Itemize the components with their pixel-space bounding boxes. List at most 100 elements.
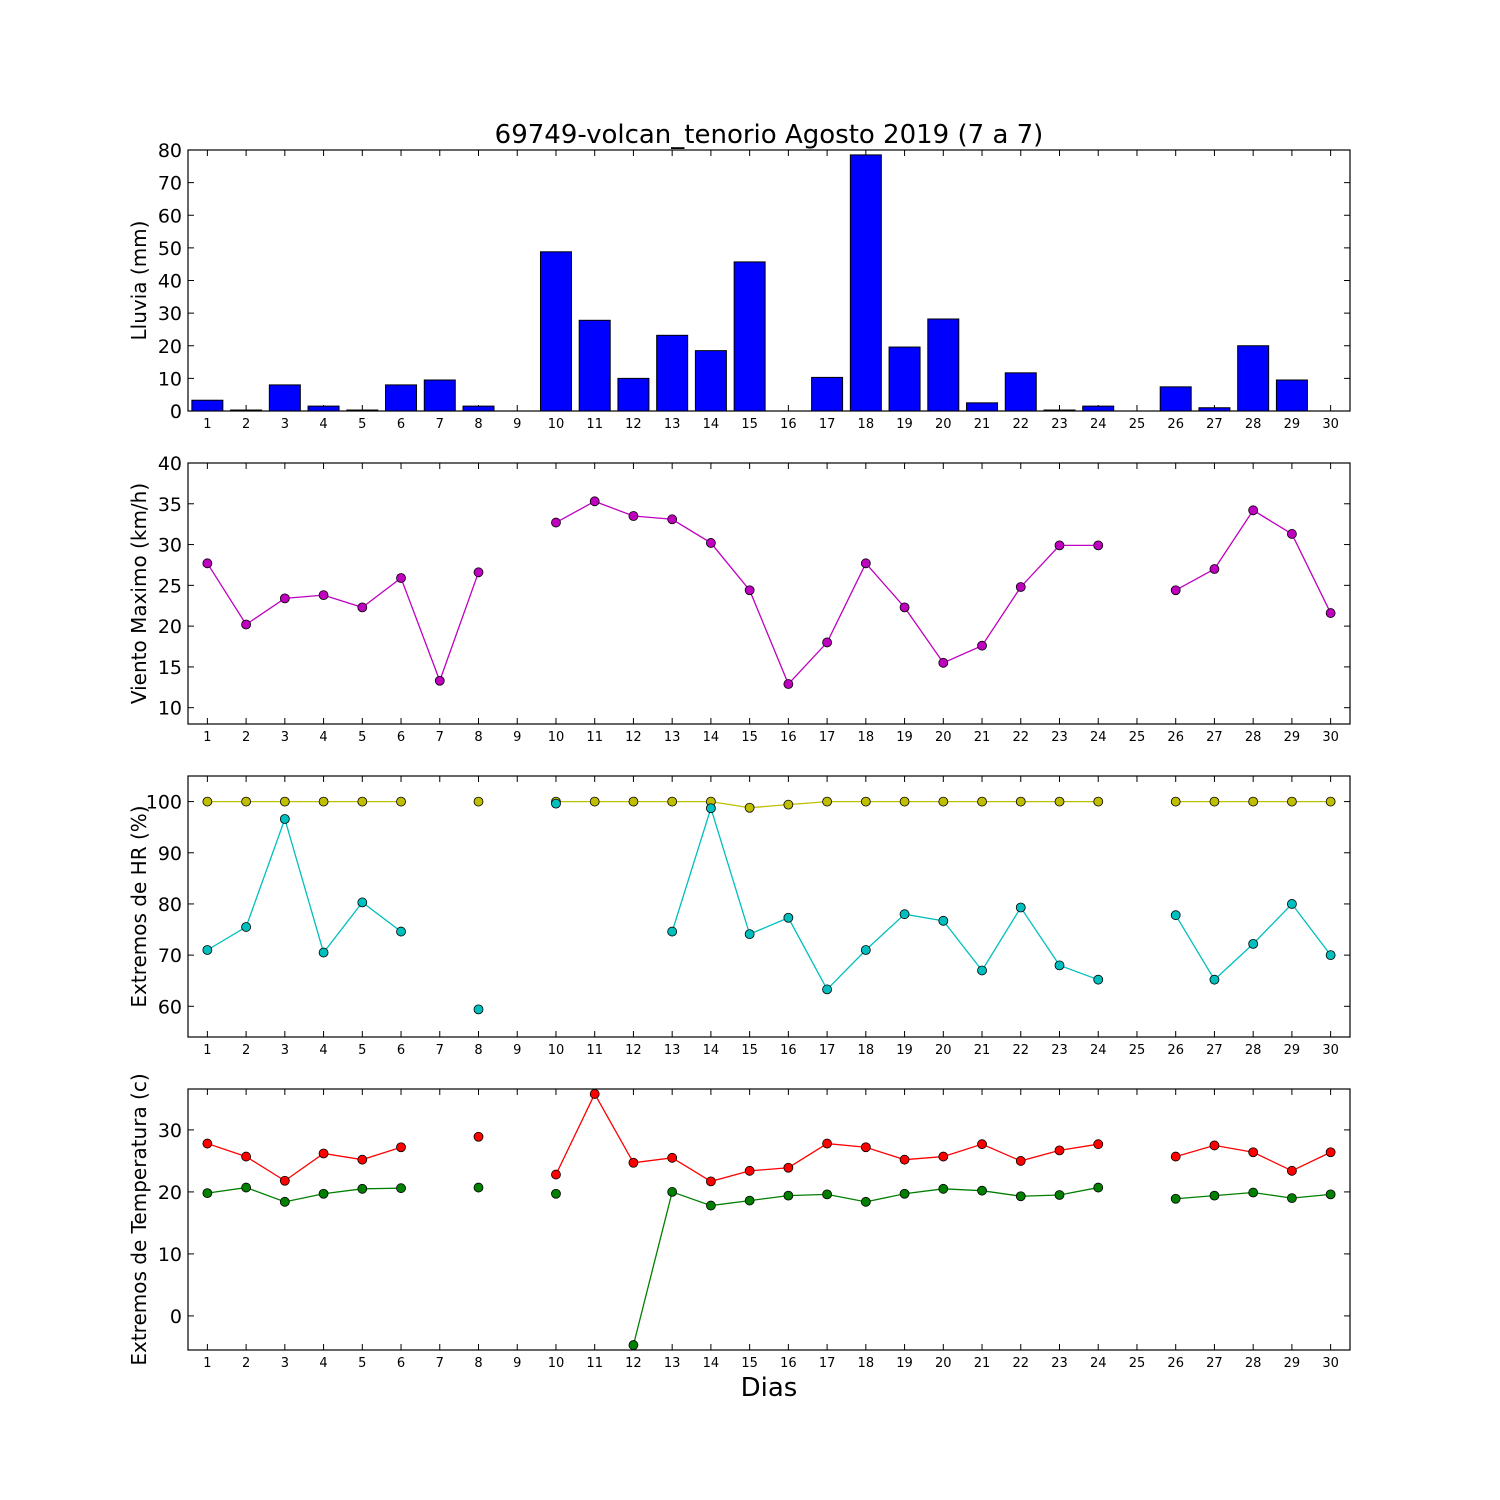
bar	[1198, 407, 1231, 412]
x-tick-label: 15	[741, 730, 758, 745]
data-point	[860, 1142, 871, 1153]
bar	[346, 409, 379, 412]
bar	[1237, 345, 1270, 412]
bar	[733, 261, 766, 412]
data-point	[1325, 796, 1336, 807]
x-tick-label: 3	[281, 730, 289, 745]
x-tick-label: 6	[397, 1043, 405, 1058]
data-point	[318, 1188, 329, 1199]
x-tick-label: 17	[819, 417, 836, 432]
x-tick-label: 19	[896, 730, 913, 745]
data-point	[202, 1138, 213, 1149]
data-point	[202, 558, 213, 569]
data-point	[551, 517, 561, 528]
data-point	[1054, 960, 1065, 971]
data-point	[279, 593, 290, 604]
data-point	[938, 1183, 949, 1194]
x-tick-label: 2	[242, 1356, 250, 1371]
x-tick-label: 18	[858, 730, 875, 745]
data-point	[1287, 529, 1297, 539]
x-tick-label: 6	[397, 730, 405, 745]
x-tick-label: 20	[935, 1043, 952, 1058]
series-line	[207, 816, 402, 954]
x-tick-label: 21	[974, 1356, 991, 1371]
data-point	[241, 619, 252, 630]
x-tick-label: 12	[625, 1043, 642, 1058]
y-axis-label: Extremos de HR (%)	[127, 805, 151, 1007]
data-point	[1248, 796, 1259, 807]
x-tick-label: 23	[1051, 1356, 1068, 1371]
x-tick-label: 8	[474, 730, 482, 745]
x-tick-label: 29	[1284, 1356, 1301, 1371]
data-point	[279, 814, 290, 824]
data-point	[357, 897, 368, 908]
y-tick-label: 15	[158, 657, 182, 679]
data-point	[396, 1142, 406, 1153]
x-tick-label: 6	[397, 1356, 405, 1371]
x-tick-label: 3	[281, 1043, 289, 1058]
x-tick-label: 30	[1322, 417, 1339, 432]
x-tick-label: 1	[203, 1043, 211, 1058]
data-point	[628, 796, 639, 807]
x-tick-label: 16	[780, 417, 797, 432]
data-point	[1054, 796, 1065, 807]
data-point	[551, 1169, 561, 1180]
data-point	[1248, 1187, 1259, 1198]
data-point	[1015, 1191, 1026, 1202]
x-tick-label: 28	[1245, 1356, 1262, 1371]
data-point	[860, 945, 871, 955]
data-point	[357, 1154, 368, 1165]
x-tick-label: 28	[1245, 1043, 1262, 1058]
x-tick-label: 9	[513, 417, 521, 432]
y-tick-label: 25	[158, 575, 182, 597]
x-tick-label: 22	[1012, 1356, 1029, 1371]
x-tick-label: 19	[896, 1356, 913, 1371]
data-point	[667, 514, 678, 525]
data-point	[899, 602, 910, 613]
y-tick-label: 30	[158, 303, 182, 325]
data-point	[1248, 938, 1259, 949]
data-point	[589, 1089, 600, 1099]
y-tick-label: 40	[158, 453, 182, 475]
x-tick-label: 5	[358, 730, 366, 745]
y-tick-label: 20	[158, 336, 182, 358]
data-point	[357, 602, 368, 613]
data-point	[667, 796, 678, 807]
data-point	[667, 926, 678, 937]
data-point	[977, 965, 987, 976]
x-tick-label: 10	[548, 730, 565, 745]
data-point	[551, 1188, 561, 1199]
x-tick-label: 25	[1129, 417, 1146, 432]
series-line	[1175, 509, 1332, 614]
x-tick-label: 27	[1206, 1356, 1223, 1371]
data-point	[241, 1151, 252, 1162]
data-point	[628, 511, 639, 521]
y-tick-label: 90	[158, 843, 182, 865]
plot-frame	[187, 1088, 1351, 1351]
data-point	[396, 926, 406, 937]
x-tick-label: 28	[1245, 730, 1262, 745]
data-point	[628, 1157, 639, 1168]
bar	[230, 409, 263, 412]
series-line	[632, 1186, 1099, 1346]
bar	[849, 154, 882, 412]
x-tick-label: 21	[974, 1043, 991, 1058]
data-point	[1170, 796, 1181, 807]
y-tick-label: 0	[170, 401, 182, 423]
data-point	[744, 802, 755, 813]
y-tick-label: 70	[158, 173, 182, 195]
y-tick-label: 50	[158, 238, 182, 260]
x-tick-label: 2	[242, 417, 250, 432]
bar	[268, 384, 301, 412]
x-tick-label: 3	[281, 417, 289, 432]
data-point	[473, 1182, 484, 1193]
data-point	[783, 799, 794, 810]
y-tick-label: 30	[158, 535, 182, 557]
x-tick-label: 9	[513, 1043, 521, 1058]
bar	[539, 251, 572, 412]
data-point	[783, 679, 794, 689]
data-point	[1287, 796, 1297, 807]
data-point	[860, 558, 871, 569]
data-point	[1054, 1145, 1065, 1156]
